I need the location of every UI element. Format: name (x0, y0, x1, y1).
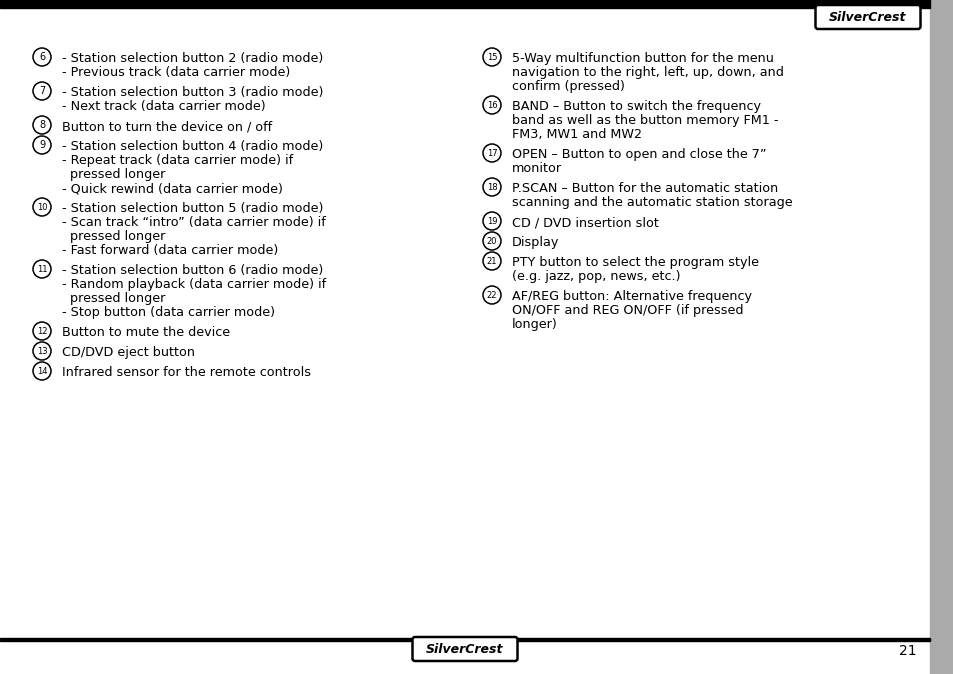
Text: pressed longer: pressed longer (62, 292, 165, 305)
Text: - Station selection button 5 (radio mode): - Station selection button 5 (radio mode… (62, 202, 323, 215)
Text: 21: 21 (486, 257, 497, 266)
Text: BAND – Button to switch the frequency: BAND – Button to switch the frequency (512, 100, 760, 113)
Text: 8: 8 (39, 121, 45, 131)
Text: 18: 18 (486, 183, 497, 192)
Text: 13: 13 (36, 347, 48, 356)
FancyBboxPatch shape (412, 637, 517, 661)
Text: 21: 21 (899, 644, 916, 658)
Text: (e.g. jazz, pop, news, etc.): (e.g. jazz, pop, news, etc.) (512, 270, 679, 283)
Text: 20: 20 (486, 237, 497, 246)
Bar (929, 0, 953, 674)
Text: PTY button to select the program style: PTY button to select the program style (512, 256, 759, 269)
Text: 12: 12 (37, 327, 48, 336)
Text: scanning and the automatic station storage: scanning and the automatic station stora… (512, 196, 792, 209)
Text: - Station selection button 4 (radio mode): - Station selection button 4 (radio mode… (62, 140, 323, 153)
Text: - Previous track (data carrier mode): - Previous track (data carrier mode) (62, 66, 290, 79)
Text: CD/DVD eject button: CD/DVD eject button (62, 346, 194, 359)
Text: 11: 11 (37, 265, 48, 274)
Text: 15: 15 (486, 53, 497, 62)
Text: SilverCrest: SilverCrest (828, 11, 905, 24)
Text: - Scan track “intro” (data carrier mode) if: - Scan track “intro” (data carrier mode)… (62, 216, 325, 229)
Text: 22: 22 (486, 291, 497, 300)
Text: longer): longer) (512, 318, 558, 331)
Text: SilverCrest: SilverCrest (426, 643, 503, 656)
FancyBboxPatch shape (815, 5, 920, 29)
Text: Display: Display (512, 236, 558, 249)
Text: 5-Way multifunction button for the menu: 5-Way multifunction button for the menu (512, 52, 773, 65)
Text: confirm (pressed): confirm (pressed) (512, 80, 624, 93)
Text: 9: 9 (39, 140, 45, 150)
Text: ON/OFF and REG ON/OFF (if pressed: ON/OFF and REG ON/OFF (if pressed (512, 304, 742, 317)
Text: - Next track (data carrier mode): - Next track (data carrier mode) (62, 100, 265, 113)
Text: - Stop button (data carrier mode): - Stop button (data carrier mode) (62, 306, 274, 319)
Text: 14: 14 (37, 367, 48, 376)
Text: P.SCAN – Button for the automatic station: P.SCAN – Button for the automatic statio… (512, 182, 778, 195)
Text: 17: 17 (486, 149, 497, 158)
Text: FM3, MW1 and MW2: FM3, MW1 and MW2 (512, 128, 641, 141)
Text: Button to turn the device on / off: Button to turn the device on / off (62, 120, 272, 133)
Text: band as well as the button memory FM1 -: band as well as the button memory FM1 - (512, 114, 778, 127)
Text: OPEN – Button to open and close the 7”: OPEN – Button to open and close the 7” (512, 148, 765, 161)
Text: 19: 19 (486, 217, 497, 226)
Text: 10: 10 (37, 203, 48, 212)
Text: CD / DVD insertion slot: CD / DVD insertion slot (512, 216, 659, 229)
Text: 7: 7 (39, 86, 45, 96)
Text: navigation to the right, left, up, down, and: navigation to the right, left, up, down,… (512, 66, 783, 79)
Text: - Quick rewind (data carrier mode): - Quick rewind (data carrier mode) (62, 182, 283, 195)
Text: pressed longer: pressed longer (62, 230, 165, 243)
Text: Infrared sensor for the remote controls: Infrared sensor for the remote controls (62, 366, 311, 379)
Bar (0, 0, 929, 8)
Text: monitor: monitor (512, 162, 561, 175)
Text: AF/REG button: Alternative frequency: AF/REG button: Alternative frequency (512, 290, 751, 303)
Bar (0, 638, 929, 641)
Text: 16: 16 (486, 101, 497, 110)
Text: - Station selection button 6 (radio mode): - Station selection button 6 (radio mode… (62, 264, 323, 277)
Text: - Station selection button 3 (radio mode): - Station selection button 3 (radio mode… (62, 86, 323, 99)
Text: - Repeat track (data carrier mode) if: - Repeat track (data carrier mode) if (62, 154, 293, 167)
Text: 6: 6 (39, 53, 45, 63)
Text: Button to mute the device: Button to mute the device (62, 326, 230, 339)
Text: pressed longer: pressed longer (62, 168, 165, 181)
Text: - Fast forward (data carrier mode): - Fast forward (data carrier mode) (62, 244, 278, 257)
Text: - Station selection button 2 (radio mode): - Station selection button 2 (radio mode… (62, 52, 323, 65)
Text: - Random playback (data carrier mode) if: - Random playback (data carrier mode) if (62, 278, 326, 291)
